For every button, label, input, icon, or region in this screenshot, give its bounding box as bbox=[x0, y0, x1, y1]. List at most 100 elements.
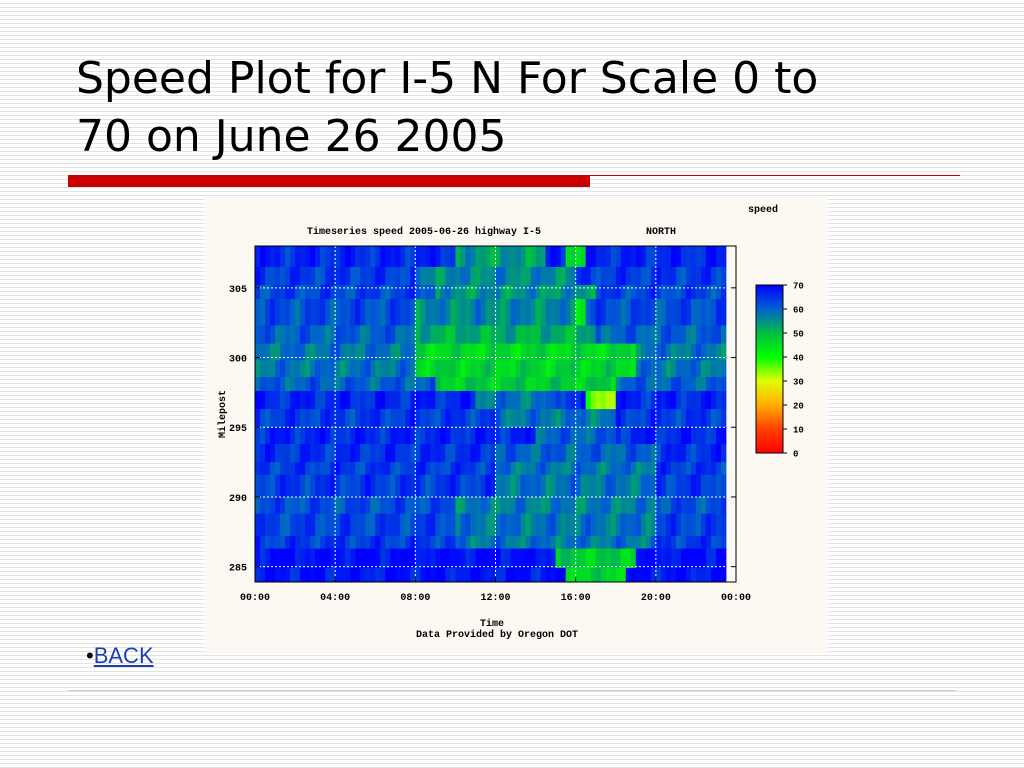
heatmap-cell bbox=[410, 427, 416, 445]
heatmap-cell bbox=[465, 377, 471, 392]
heatmap-cell bbox=[700, 285, 707, 300]
heatmap-cell bbox=[500, 427, 506, 445]
heatmap-cell bbox=[610, 298, 617, 326]
heatmap-cell bbox=[345, 513, 351, 537]
heatmap-cell bbox=[590, 548, 597, 569]
heatmap-cell bbox=[620, 266, 627, 286]
heatmap-cell bbox=[570, 325, 577, 344]
heatmap-cell bbox=[390, 427, 396, 445]
heatmap-cell bbox=[680, 360, 687, 378]
heatmap-cell bbox=[610, 496, 617, 515]
heatmap-cell bbox=[595, 360, 602, 378]
heatmap-cell bbox=[335, 409, 341, 428]
heatmap-cell bbox=[480, 568, 486, 583]
heatmap-cell bbox=[480, 246, 486, 268]
heatmap-cell bbox=[535, 496, 541, 515]
heatmap-cell bbox=[295, 496, 301, 515]
heatmap-cell bbox=[555, 360, 562, 378]
heatmap-cell bbox=[595, 462, 602, 476]
colorbar-tick-label: 0 bbox=[793, 450, 798, 460]
heatmap-cell bbox=[670, 325, 677, 344]
heatmap-cell bbox=[615, 360, 622, 378]
heatmap-cell bbox=[605, 474, 612, 498]
heatmap-cell bbox=[565, 548, 572, 569]
heatmap-cell bbox=[470, 246, 476, 268]
heatmap-cell bbox=[550, 513, 557, 537]
heatmap-cell bbox=[320, 535, 326, 549]
heatmap-cell bbox=[605, 377, 612, 392]
heatmap-cell bbox=[655, 568, 662, 583]
heatmap-cell bbox=[660, 285, 667, 300]
heatmap-cell bbox=[415, 535, 421, 549]
heatmap-cell bbox=[675, 325, 682, 344]
heatmap-cell bbox=[310, 535, 316, 549]
heatmap-cell bbox=[285, 377, 291, 392]
heatmap-cell bbox=[390, 474, 396, 498]
heatmap-cell bbox=[690, 496, 697, 515]
heatmap-cell bbox=[645, 325, 652, 344]
heatmap-cell bbox=[610, 377, 617, 392]
heatmap-cell bbox=[365, 360, 371, 378]
heatmap-cell bbox=[295, 462, 301, 476]
heatmap-cell bbox=[505, 285, 511, 300]
heatmap-cell bbox=[685, 377, 692, 392]
heatmap-cell bbox=[685, 568, 692, 583]
heatmap-cell bbox=[530, 285, 536, 300]
heatmap-cell bbox=[290, 548, 296, 569]
heatmap-cell bbox=[605, 343, 612, 361]
heatmap-cell bbox=[585, 568, 592, 583]
heatmap-cell bbox=[660, 409, 667, 428]
heatmap-cell bbox=[390, 298, 396, 326]
heatmap-cell bbox=[350, 548, 356, 569]
heatmap-cell bbox=[480, 496, 486, 515]
x-tick-label: 20:00 bbox=[641, 593, 671, 604]
heatmap-cell bbox=[570, 568, 577, 583]
heatmap-cell bbox=[300, 246, 306, 268]
heatmap-cell bbox=[585, 548, 592, 569]
heatmap-cell bbox=[605, 496, 612, 515]
heatmap-cell bbox=[540, 548, 546, 569]
heatmap-cell bbox=[615, 343, 622, 361]
heatmap-cell bbox=[720, 443, 727, 463]
heatmap-cell bbox=[425, 513, 431, 537]
heatmap-cell bbox=[550, 266, 557, 286]
heatmap-cell bbox=[490, 377, 496, 392]
heatmap-cell bbox=[595, 548, 602, 569]
heatmap-cell bbox=[260, 427, 266, 445]
heatmap-cell bbox=[355, 496, 361, 515]
heatmap-cell bbox=[565, 360, 572, 378]
heatmap-cell bbox=[620, 409, 627, 428]
heatmap-cell bbox=[295, 343, 301, 361]
heatmap-cell bbox=[720, 298, 727, 326]
heatmap-cell bbox=[280, 443, 286, 463]
heatmap-cell bbox=[545, 285, 552, 300]
heatmap-cell bbox=[715, 496, 722, 515]
heatmap-cell bbox=[545, 513, 552, 537]
heatmap-cell bbox=[570, 496, 577, 515]
heatmap-cell bbox=[360, 496, 366, 515]
heatmap-cell bbox=[545, 474, 552, 498]
heatmap-cell bbox=[280, 462, 286, 476]
heatmap-cell bbox=[350, 427, 356, 445]
heatmap-cell bbox=[600, 343, 607, 361]
heatmap-cell bbox=[405, 513, 411, 537]
heatmap-cell bbox=[585, 266, 592, 286]
heatmap-cell bbox=[475, 391, 481, 410]
heatmap-cell bbox=[580, 496, 587, 515]
heatmap-cell bbox=[680, 298, 687, 326]
heatmap-cell bbox=[410, 246, 416, 268]
heatmap-cell bbox=[400, 548, 406, 569]
heatmap-cell bbox=[285, 513, 291, 537]
heatmap-cell bbox=[670, 246, 677, 268]
heatmap-cell bbox=[605, 298, 612, 326]
heatmap-cell bbox=[340, 535, 346, 549]
heatmap-cell bbox=[590, 496, 597, 515]
y-tick-label: 305 bbox=[229, 285, 247, 296]
heatmap-cell bbox=[385, 462, 391, 476]
back-link[interactable]: BACK bbox=[93, 643, 154, 668]
heatmap-cell bbox=[325, 360, 331, 378]
heatmap-cell bbox=[580, 443, 587, 463]
heatmap-cell bbox=[370, 391, 376, 410]
heatmap-cell bbox=[465, 343, 471, 361]
heatmap-cell bbox=[480, 360, 486, 378]
